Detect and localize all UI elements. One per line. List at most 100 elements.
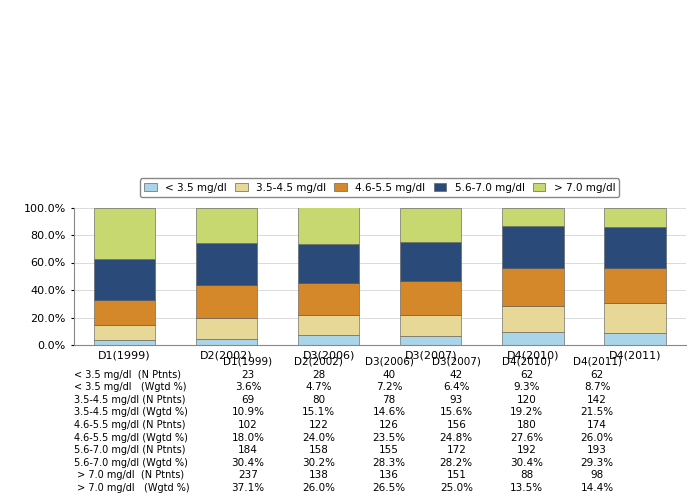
Text: 155: 155 <box>379 445 399 455</box>
Text: 138: 138 <box>309 470 328 480</box>
Text: 30.4%: 30.4% <box>510 458 543 468</box>
Bar <box>196 318 258 338</box>
Text: 21.5%: 21.5% <box>580 408 614 418</box>
Bar <box>503 332 564 345</box>
Bar <box>604 304 666 333</box>
Text: 28.2%: 28.2% <box>440 458 473 468</box>
Text: 93: 93 <box>449 395 463 405</box>
Text: 28: 28 <box>312 370 325 380</box>
Bar <box>503 208 564 226</box>
Text: 3.5-4.5 mg/dl (Wgtd %): 3.5-4.5 mg/dl (Wgtd %) <box>74 408 188 418</box>
Bar <box>400 208 461 242</box>
Text: 28.3%: 28.3% <box>372 458 405 468</box>
Text: 5.6-7.0 mg/dl (N Ptnts): 5.6-7.0 mg/dl (N Ptnts) <box>74 445 185 455</box>
Text: 23: 23 <box>241 370 255 380</box>
Bar <box>400 242 461 281</box>
Text: 30.2%: 30.2% <box>302 458 335 468</box>
Text: D3(2006): D3(2006) <box>365 357 414 367</box>
Bar <box>503 306 564 332</box>
Bar <box>298 208 359 244</box>
Text: 78: 78 <box>382 395 396 405</box>
Bar <box>503 226 564 268</box>
Text: 7.2%: 7.2% <box>376 382 402 392</box>
Bar <box>400 336 461 345</box>
Text: 27.6%: 27.6% <box>510 432 543 442</box>
Text: < 3.5 mg/dl  (N Ptnts): < 3.5 mg/dl (N Ptnts) <box>74 370 181 380</box>
Bar <box>298 315 359 335</box>
Bar <box>94 208 155 258</box>
Text: 42: 42 <box>449 370 463 380</box>
Text: D4(2010): D4(2010) <box>503 357 551 367</box>
Text: 80: 80 <box>312 395 325 405</box>
Text: 184: 184 <box>238 445 258 455</box>
Text: 237: 237 <box>238 470 258 480</box>
Text: 24.8%: 24.8% <box>440 432 473 442</box>
Text: 69: 69 <box>241 395 255 405</box>
Text: 88: 88 <box>520 470 533 480</box>
Bar <box>400 315 461 336</box>
Text: 14.4%: 14.4% <box>580 483 614 493</box>
Text: 5.6-7.0 mg/dl (Wgtd %): 5.6-7.0 mg/dl (Wgtd %) <box>74 458 188 468</box>
Text: 142: 142 <box>587 395 607 405</box>
Legend: < 3.5 mg/dl, 3.5-4.5 mg/dl, 4.6-5.5 mg/dl, 5.6-7.0 mg/dl, > 7.0 mg/dl: < 3.5 mg/dl, 3.5-4.5 mg/dl, 4.6-5.5 mg/d… <box>140 178 620 197</box>
Bar <box>196 208 258 244</box>
Text: 26.5%: 26.5% <box>372 483 405 493</box>
Text: 4.6-5.5 mg/dl (N Ptnts): 4.6-5.5 mg/dl (N Ptnts) <box>74 420 185 430</box>
Text: > 7.0 mg/dl  (N Ptnts): > 7.0 mg/dl (N Ptnts) <box>74 470 183 480</box>
Text: 126: 126 <box>379 420 399 430</box>
Text: 29.3%: 29.3% <box>580 458 614 468</box>
Bar <box>196 244 258 285</box>
Bar <box>604 228 666 268</box>
Text: 15.6%: 15.6% <box>440 408 473 418</box>
Text: 3.6%: 3.6% <box>234 382 261 392</box>
Text: 3.5-4.5 mg/dl (N Ptnts): 3.5-4.5 mg/dl (N Ptnts) <box>74 395 185 405</box>
Text: 24.0%: 24.0% <box>302 432 335 442</box>
Text: 158: 158 <box>309 445 328 455</box>
Text: 18.0%: 18.0% <box>232 432 265 442</box>
Text: 6.4%: 6.4% <box>443 382 470 392</box>
Text: D1(1999): D1(1999) <box>223 357 272 367</box>
Text: D3(2007): D3(2007) <box>432 357 481 367</box>
Text: 136: 136 <box>379 470 399 480</box>
Text: 172: 172 <box>447 445 466 455</box>
Text: 62: 62 <box>520 370 533 380</box>
Bar <box>400 280 461 315</box>
Bar <box>298 335 359 345</box>
Text: 122: 122 <box>309 420 328 430</box>
Text: 25.0%: 25.0% <box>440 483 473 493</box>
Text: 102: 102 <box>238 420 258 430</box>
Bar <box>298 282 359 315</box>
Text: 26.0%: 26.0% <box>302 483 335 493</box>
Text: < 3.5 mg/dl   (Wgtd %): < 3.5 mg/dl (Wgtd %) <box>74 382 186 392</box>
Text: 19.2%: 19.2% <box>510 408 543 418</box>
Text: 13.5%: 13.5% <box>510 483 543 493</box>
Text: > 7.0 mg/dl   (Wgtd %): > 7.0 mg/dl (Wgtd %) <box>74 483 189 493</box>
Text: 37.1%: 37.1% <box>232 483 265 493</box>
Bar <box>604 268 666 304</box>
Text: 14.6%: 14.6% <box>372 408 405 418</box>
Bar <box>604 333 666 345</box>
Text: D4(2011): D4(2011) <box>573 357 622 367</box>
Bar <box>298 244 359 282</box>
Text: 15.1%: 15.1% <box>302 408 335 418</box>
Text: 26.0%: 26.0% <box>581 432 614 442</box>
Text: 192: 192 <box>517 445 537 455</box>
Text: 120: 120 <box>517 395 537 405</box>
Bar <box>94 340 155 345</box>
Text: 4.6-5.5 mg/dl (Wgtd %): 4.6-5.5 mg/dl (Wgtd %) <box>74 432 188 442</box>
Text: D2(2002): D2(2002) <box>294 357 343 367</box>
Text: 180: 180 <box>517 420 537 430</box>
Bar <box>196 338 258 345</box>
Text: 193: 193 <box>587 445 607 455</box>
Text: 30.4%: 30.4% <box>232 458 265 468</box>
Text: 40: 40 <box>382 370 396 380</box>
Bar <box>94 325 155 340</box>
Text: 156: 156 <box>447 420 466 430</box>
Bar <box>94 300 155 325</box>
Text: 151: 151 <box>447 470 466 480</box>
Bar <box>196 285 258 318</box>
Bar <box>94 258 155 300</box>
Text: 98: 98 <box>591 470 604 480</box>
Text: 62: 62 <box>591 370 604 380</box>
Text: 4.7%: 4.7% <box>305 382 332 392</box>
